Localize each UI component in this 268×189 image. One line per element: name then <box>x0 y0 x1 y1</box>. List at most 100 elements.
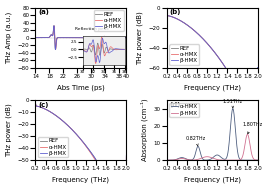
β-HMX <box>219 59 222 61</box>
REF <box>88 36 92 39</box>
REF <box>256 79 259 81</box>
REF <box>125 36 128 39</box>
α-HMX <box>125 36 128 39</box>
X-axis label: Abs Time (ps): Abs Time (ps) <box>57 84 105 91</box>
β-HMX <box>165 10 168 12</box>
α-HMX <box>88 150 91 152</box>
REF <box>78 36 81 39</box>
β-HMX <box>90 151 93 154</box>
Text: 0.82THz: 0.82THz <box>185 136 206 146</box>
Line: α-HMX: α-HMX <box>167 11 258 137</box>
β-HMX <box>242 103 245 105</box>
α-HMX <box>77 36 81 39</box>
β-HMX <box>54 48 57 51</box>
Text: 1.51THz: 1.51THz <box>223 99 243 108</box>
α-HMX <box>88 36 92 39</box>
β-HMX <box>110 188 114 189</box>
Text: (c): (c) <box>38 102 49 108</box>
α-HMX <box>209 158 212 160</box>
Legend: REF, α-HMX, β-HMX: REF, α-HMX, β-HMX <box>169 44 199 65</box>
α-HMX <box>256 70 259 72</box>
Line: β-HMX: β-HMX <box>167 134 258 160</box>
α-HMX <box>221 62 224 64</box>
REF <box>219 60 222 62</box>
β-HMX <box>165 159 168 161</box>
α-HMX <box>208 158 211 161</box>
REF <box>90 151 93 154</box>
β-HMX <box>247 114 251 117</box>
α-HMX <box>254 159 257 161</box>
β-HMX <box>240 158 243 160</box>
REF <box>34 102 37 105</box>
β-HMX <box>214 158 217 160</box>
α-HMX <box>78 36 81 39</box>
β-HMX <box>83 36 87 39</box>
β-HMX <box>219 60 222 62</box>
β-HMX <box>255 131 258 134</box>
α-HMX <box>54 48 57 50</box>
REF <box>88 149 91 152</box>
Line: REF: REF <box>35 26 126 50</box>
Legend: REF, α-HMX, β-HMX: REF, α-HMX, β-HMX <box>94 10 124 31</box>
β-HMX <box>165 13 169 15</box>
β-HMX <box>88 149 91 152</box>
α-HMX <box>123 36 126 39</box>
α-HMX <box>90 152 93 155</box>
Legend: REF, α-HMX, β-HMX: REF, α-HMX, β-HMX <box>38 137 68 157</box>
Y-axis label: Absorption (cm⁻¹): Absorption (cm⁻¹) <box>140 99 148 161</box>
α-HMX <box>88 150 91 153</box>
β-HMX <box>254 159 257 161</box>
α-HMX <box>255 136 258 138</box>
REF <box>165 11 168 14</box>
α-HMX <box>231 107 234 110</box>
α-HMX <box>109 36 112 39</box>
β-HMX <box>256 66 259 69</box>
REF <box>165 13 169 15</box>
β-HMX <box>52 25 55 27</box>
Line: α-HMX: α-HMX <box>35 103 126 189</box>
α-HMX <box>83 36 87 39</box>
α-HMX <box>165 10 168 12</box>
α-HMX <box>165 159 168 161</box>
Text: (b): (b) <box>169 9 181 15</box>
Y-axis label: THz Amp (a.u.): THz Amp (a.u.) <box>6 12 12 64</box>
β-HMX <box>125 154 128 156</box>
β-HMX <box>256 159 259 161</box>
Y-axis label: THz power (dB): THz power (dB) <box>6 103 12 157</box>
REF <box>219 59 222 61</box>
β-HMX <box>78 36 81 39</box>
β-HMX <box>232 159 235 161</box>
REF <box>109 36 112 39</box>
X-axis label: Frequency (THz): Frequency (THz) <box>53 177 109 184</box>
Line: α-HMX: α-HMX <box>35 26 126 49</box>
Text: (d): (d) <box>169 102 181 108</box>
Legend: α-HMX, β-HMX: α-HMX, β-HMX <box>169 103 199 117</box>
β-HMX <box>125 36 128 39</box>
REF <box>54 49 57 51</box>
REF <box>34 36 37 39</box>
REF <box>123 36 126 39</box>
REF <box>242 98 245 100</box>
α-HMX <box>125 156 128 158</box>
β-HMX <box>88 149 91 151</box>
Line: β-HMX: β-HMX <box>167 11 258 132</box>
α-HMX <box>34 36 37 39</box>
Text: 1.80THz: 1.80THz <box>242 122 263 134</box>
β-HMX <box>208 156 211 158</box>
REF <box>110 185 114 187</box>
α-HMX <box>240 159 243 161</box>
β-HMX <box>88 36 92 39</box>
α-HMX <box>219 59 222 61</box>
β-HMX <box>219 159 222 161</box>
α-HMX <box>256 159 259 161</box>
α-HMX <box>165 13 169 15</box>
Line: β-HMX: β-HMX <box>35 103 126 189</box>
REF <box>52 25 55 27</box>
REF <box>34 104 38 106</box>
X-axis label: Frequency (THz): Frequency (THz) <box>184 84 241 91</box>
α-HMX <box>34 102 37 104</box>
REF <box>255 127 259 129</box>
β-HMX <box>246 133 249 136</box>
Text: Reflection peak: Reflection peak <box>75 27 109 31</box>
β-HMX <box>77 36 81 39</box>
